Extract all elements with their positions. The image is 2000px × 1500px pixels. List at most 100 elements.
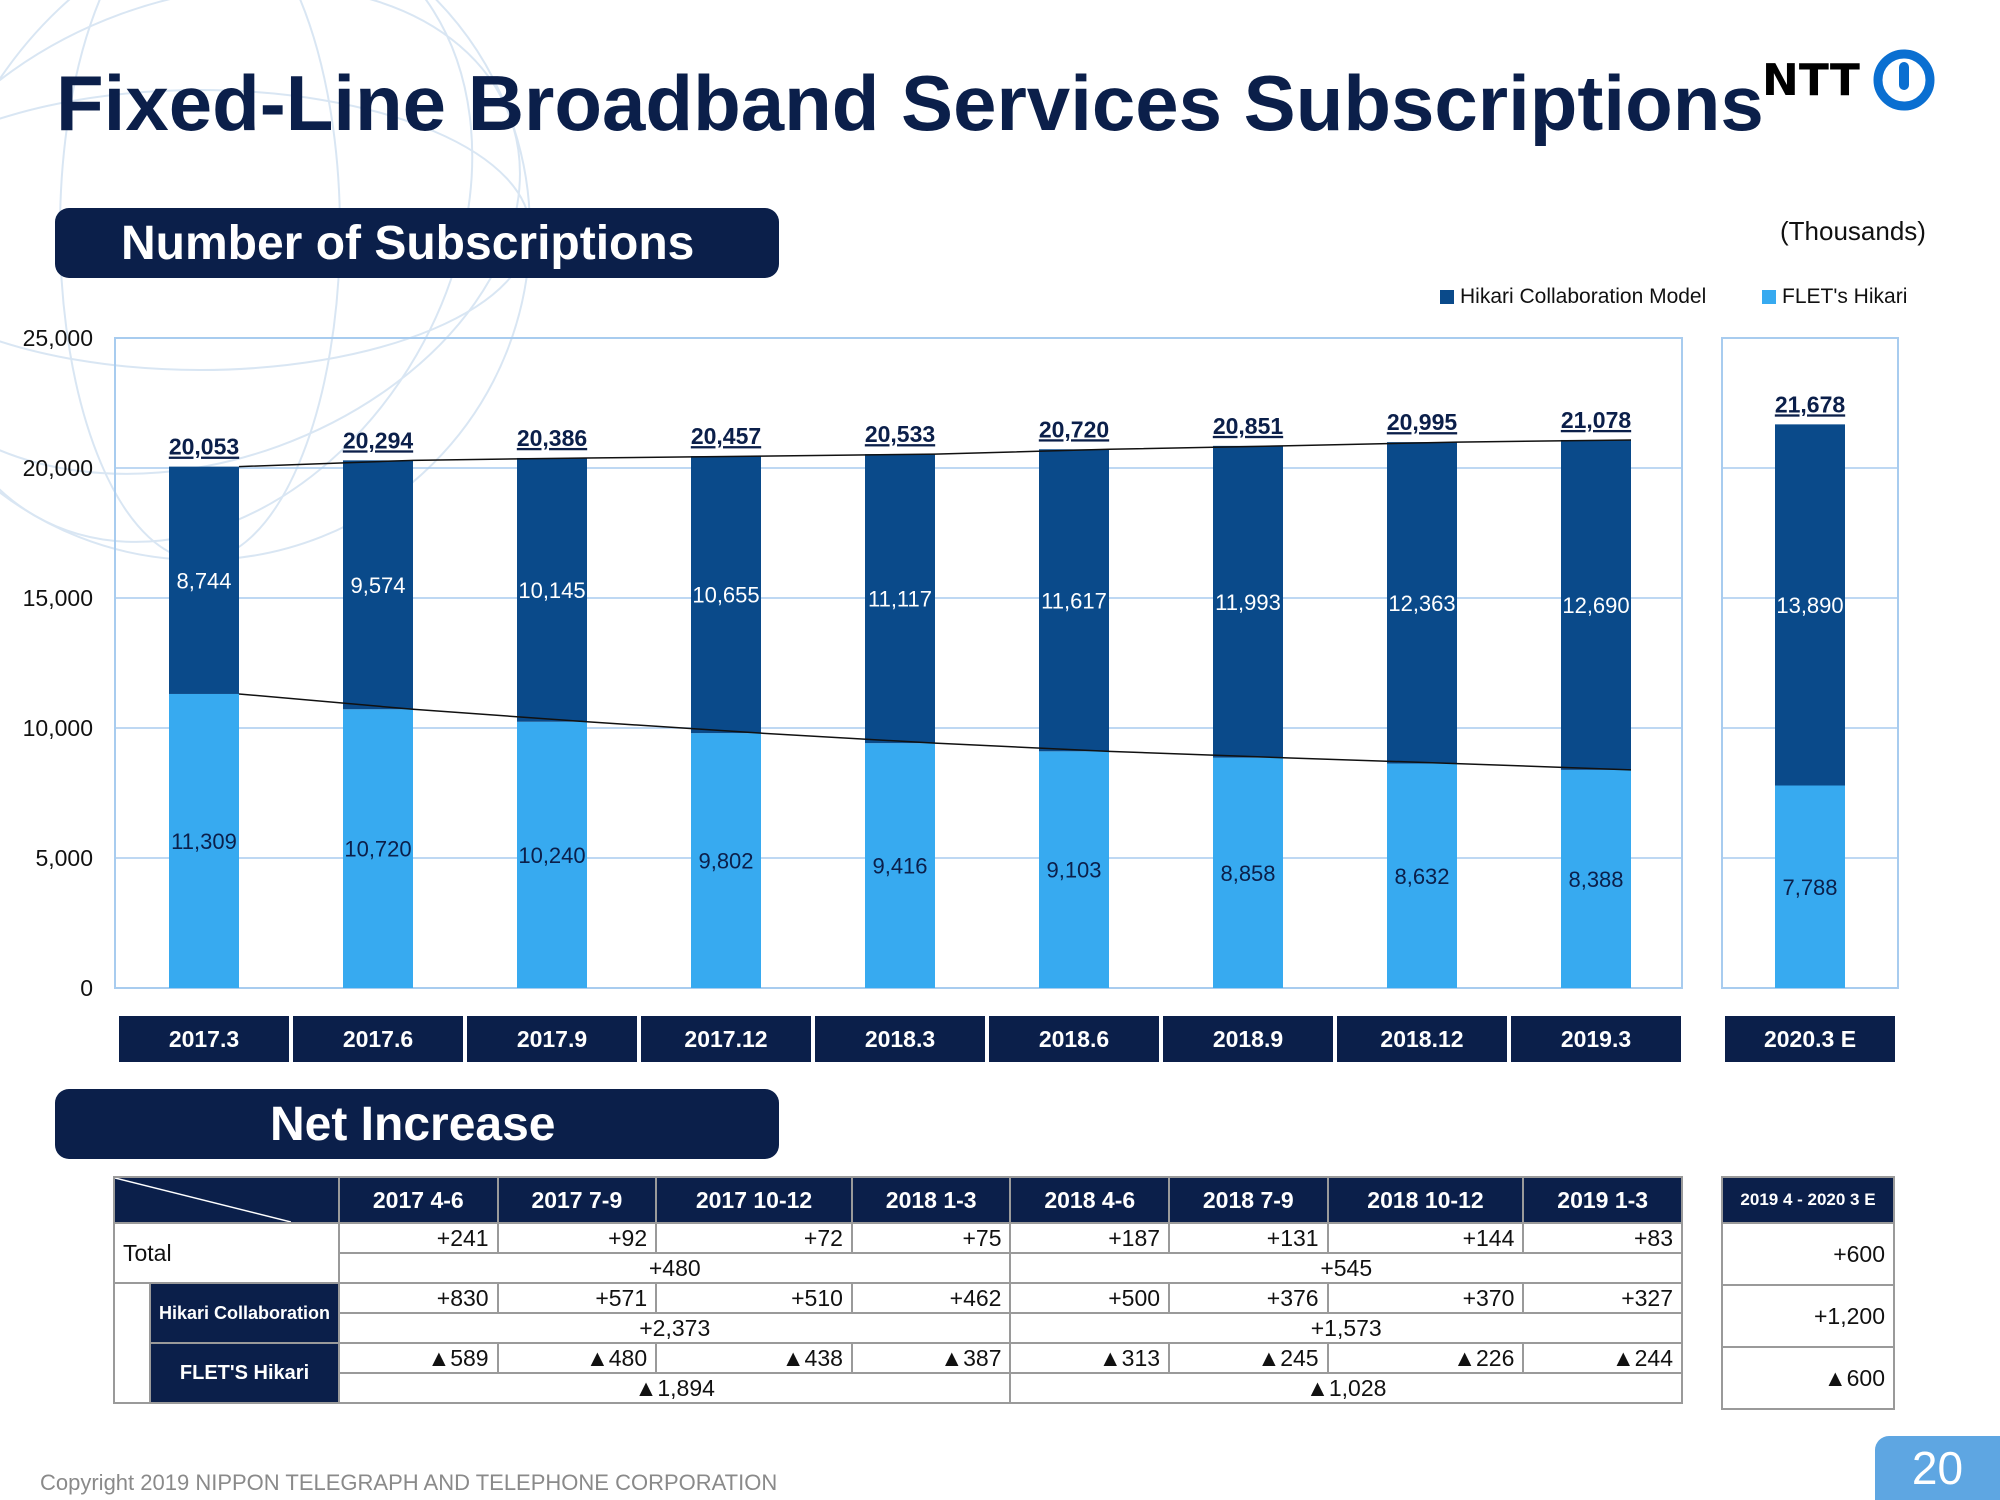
flets-value-label: 9,802 xyxy=(698,849,753,874)
total-fy-cell: +480 xyxy=(338,1252,1012,1284)
bar-collab xyxy=(169,466,239,694)
collab-cell: +500 xyxy=(1009,1282,1171,1314)
section-title-subscriptions: Number of Subscriptions xyxy=(55,208,779,278)
period-header: 2017 7-9 xyxy=(496,1176,658,1224)
flets-value-label: 8,632 xyxy=(1394,864,1449,889)
forecast-table: 2019 4 - 2020 3 E +600 +1,200 ▲600 xyxy=(1721,1176,1895,1410)
x-category-label: 2017.3 xyxy=(119,1016,289,1062)
flets-value-label: 9,103 xyxy=(1046,858,1101,883)
total-value-label: 20,533 xyxy=(865,421,935,447)
bar-flets xyxy=(1561,769,1631,988)
legend-label-collab: Hikari Collaboration Model xyxy=(1460,285,1707,308)
table-corner xyxy=(112,1176,341,1224)
flets-value-label: 10,240 xyxy=(518,843,585,868)
period-header: 2018 7-9 xyxy=(1168,1176,1329,1224)
total-cell: +187 xyxy=(1009,1222,1171,1254)
bar-collab xyxy=(343,460,413,710)
bar-collab xyxy=(1213,445,1283,758)
flets-value-label: 7,788 xyxy=(1782,875,1837,900)
y-tick-label: 0 xyxy=(80,975,93,1001)
row-label-collab: Hikari Collaboration xyxy=(148,1282,341,1344)
diagonal-divider xyxy=(115,1178,291,1222)
logo-text: NTT xyxy=(1762,54,1860,106)
forecast-collab: +1,200 xyxy=(1721,1284,1895,1348)
bar-flets xyxy=(1775,785,1845,988)
period-header: 2019 1-3 xyxy=(1522,1176,1683,1224)
collab-value-label: 12,690 xyxy=(1562,593,1629,618)
collab-value-label: 11,617 xyxy=(1041,588,1107,613)
collab-value-label: 11,993 xyxy=(1215,590,1281,615)
period-header: 2017 4-6 xyxy=(338,1176,499,1224)
x-category-label: 2017.6 xyxy=(293,1016,463,1062)
legend-swatch-flets xyxy=(1762,290,1776,304)
collab-cell: +830 xyxy=(338,1282,499,1314)
net-increase-table: 2017 4-6 2017 7-9 2017 10-12 2018 1-3 20… xyxy=(112,1176,1683,1404)
forecast-flets: ▲600 xyxy=(1721,1346,1895,1410)
period-header: 2018 4-6 xyxy=(1009,1176,1171,1224)
collab-cell: +327 xyxy=(1522,1282,1683,1314)
flets-fy-cell: ▲1,028 xyxy=(1009,1372,1683,1404)
bar-flets xyxy=(691,733,761,988)
total-value-label: 20,457 xyxy=(691,423,761,449)
ntt-logo-icon xyxy=(1873,49,1935,111)
y-tick-label: 20,000 xyxy=(23,455,93,481)
total-value-label: 20,294 xyxy=(343,427,414,453)
forecast-header: 2019 4 - 2020 3 E xyxy=(1721,1176,1895,1224)
flets-value-label: 8,858 xyxy=(1220,861,1275,886)
collab-cell: +571 xyxy=(496,1282,658,1314)
flets-cell: ▲226 xyxy=(1326,1342,1525,1374)
total-value-label: 21,678 xyxy=(1775,391,1846,417)
subscriptions-chart: 0 5,000 10,000 15,000 20,000 25,000 11,309 8,74… xyxy=(23,325,1899,1001)
y-tick-label: 10,000 xyxy=(23,715,93,741)
bar-collab xyxy=(691,456,761,734)
row-label-flets: FLET'S Hikari xyxy=(148,1342,341,1404)
flets-value-label: 11,309 xyxy=(171,829,237,854)
copyright-footer: Copyright 2019 NIPPON TELEGRAPH AND TELE… xyxy=(40,1470,778,1495)
flets-cell: ▲313 xyxy=(1009,1342,1171,1374)
bar-collab xyxy=(1775,424,1845,786)
x-category-label: 2017.9 xyxy=(467,1016,637,1062)
bar-collab xyxy=(865,454,935,744)
period-header: 2018 10-12 xyxy=(1326,1176,1525,1224)
collab-value-label: 10,145 xyxy=(518,578,585,603)
x-category-label: 2019.3 xyxy=(1511,1016,1681,1062)
total-value-label: 20,851 xyxy=(1213,413,1284,439)
total-value-label: 21,078 xyxy=(1561,407,1632,433)
page-title: Fixed-Line Broadband Services Subscripti… xyxy=(56,59,1764,147)
collab-cell: +376 xyxy=(1168,1282,1329,1314)
total-value-label: 20,995 xyxy=(1387,409,1458,435)
bar-flets xyxy=(865,743,935,988)
total-cell: +72 xyxy=(655,1222,853,1254)
collab-cell: +510 xyxy=(655,1282,853,1314)
flets-value-label: 8,388 xyxy=(1568,867,1623,892)
total-fy-cell: +545 xyxy=(1009,1252,1683,1284)
x-category-label: 2017.12 xyxy=(641,1016,811,1062)
row-label-total: Total xyxy=(112,1222,341,1284)
bar-collab xyxy=(1387,442,1457,764)
bar-flets xyxy=(1387,763,1457,988)
x-category-label: 2020.3 E xyxy=(1725,1016,1895,1062)
ntt-logo: NTT xyxy=(1762,48,1936,112)
bar-flets xyxy=(343,709,413,988)
legend-label-flets: FLET's Hikari xyxy=(1782,285,1908,308)
collab-value-label: 11,117 xyxy=(868,587,932,612)
period-header: 2017 10-12 xyxy=(655,1176,853,1224)
flets-cell: ▲438 xyxy=(655,1342,853,1374)
flets-cell: ▲245 xyxy=(1168,1342,1329,1374)
flets-cell: ▲387 xyxy=(850,1342,1012,1374)
bar-collab xyxy=(1561,439,1631,770)
x-category-label: 2018.12 xyxy=(1337,1016,1507,1062)
total-cell: +144 xyxy=(1326,1222,1525,1254)
flets-value-label: 9,416 xyxy=(872,854,927,879)
bar-flets xyxy=(517,721,587,988)
collab-value-label: 9,574 xyxy=(350,573,405,598)
legend-swatch-collab xyxy=(1440,290,1454,304)
total-trend-line xyxy=(238,439,1632,468)
flets-value-label: 10,720 xyxy=(344,837,411,862)
x-category-label: 2018.3 xyxy=(815,1016,985,1062)
bar-flets xyxy=(1213,757,1283,988)
collab-cell: +370 xyxy=(1326,1282,1525,1314)
collab-value-label: 13,890 xyxy=(1776,593,1843,618)
x-category-label: 2018.9 xyxy=(1163,1016,1333,1062)
flets-fy-cell: ▲1,894 xyxy=(338,1372,1012,1404)
